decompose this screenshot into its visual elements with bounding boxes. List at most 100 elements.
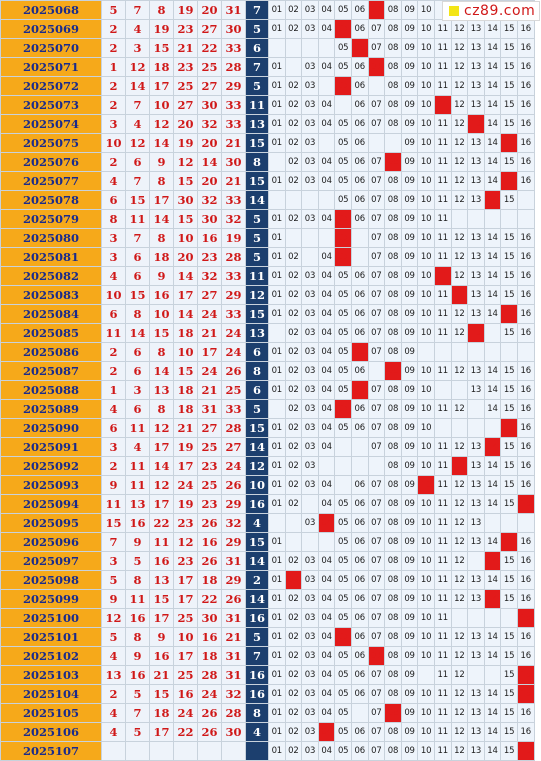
trend-cell: 05 — [334, 551, 352, 571]
trend-cell: 12 — [450, 551, 469, 571]
trend-cell: 13 — [467, 722, 485, 742]
trend-cell: 15 — [500, 266, 518, 286]
trend-cell — [450, 608, 469, 628]
red-ball-number: 24 — [221, 323, 246, 343]
red-ball-number: 4 — [125, 437, 150, 457]
trend-cell — [384, 133, 402, 153]
trend-cell — [433, 342, 452, 362]
trend-cell: 09 — [400, 266, 419, 286]
table-row: 2025077 4 7 8 15 20 21 15 01 02 03 04 05 06 07 08 09 10 11… — [0, 171, 535, 191]
trend-cell: 08 — [384, 646, 402, 666]
trend-cell — [301, 494, 319, 514]
trend-cell: 04 — [317, 627, 336, 647]
red-ball-number: 17 — [149, 190, 174, 210]
red-ball-number: 4 — [101, 399, 126, 419]
blue-ball-number: 16 — [245, 608, 269, 628]
table-row: 2025084 6 8 10 14 24 33 15 01 02 03 04 05 06 07 08 09 10 1… — [0, 304, 535, 324]
trend-cell: 03 — [301, 342, 319, 362]
red-ball-number: 24 — [197, 304, 222, 324]
trend-cell: 09 — [400, 76, 419, 96]
trend-cell: 10 — [417, 133, 435, 153]
red-ball-number: 27 — [197, 76, 222, 96]
trend-cell: 08 — [384, 437, 402, 457]
trend-cell: 12 — [450, 646, 469, 666]
trend-cell: 01 — [268, 589, 286, 609]
trend-cell: 12 — [450, 741, 469, 761]
trend-cell: 14 — [483, 646, 502, 666]
trend-cell: 10 — [417, 684, 435, 704]
trend-cell: 04 — [317, 703, 336, 723]
trend-cell — [350, 456, 369, 476]
red-ball-number: 28 — [221, 57, 246, 77]
trend-cell — [467, 551, 485, 571]
trend-cell: 08 — [384, 722, 402, 742]
red-ball-number: 18 — [149, 57, 174, 77]
trend-cell: 05 — [334, 57, 352, 77]
red-ball-number: 3 — [101, 247, 126, 267]
hit-cell: 16 — [516, 608, 535, 628]
red-ball-number: 17 — [149, 608, 174, 628]
trend-cell: 07 — [367, 19, 386, 39]
hit-cell: 10 — [417, 475, 435, 495]
trend-cell: 09 — [400, 57, 419, 77]
trend-cell: 04 — [317, 323, 336, 343]
trend-cell: 04 — [317, 0, 336, 20]
trend-cell — [367, 361, 386, 381]
red-ball-number: 7 — [125, 95, 150, 115]
trend-cell: 11 — [433, 570, 452, 590]
red-ball-number — [101, 741, 126, 761]
red-ball-number: 8 — [149, 342, 174, 362]
table-row: 2025087 2 6 14 15 24 26 8 01 02 03 04 05 06 08 09 10 11 12… — [0, 361, 535, 381]
trend-cell: 15 — [500, 323, 518, 343]
trend-cell — [350, 703, 369, 723]
logo-square-icon — [449, 6, 459, 16]
red-ball-number: 12 — [125, 57, 150, 77]
trend-cell: 12 — [450, 665, 469, 685]
blue-ball-number: 15 — [245, 171, 269, 191]
trend-cell: 02 — [284, 171, 303, 191]
table-row: 2025078 6 15 17 30 32 33 14 05 06 07 08 09 10 11 12 13 14… — [0, 190, 535, 210]
trend-cell: 06 — [350, 532, 369, 552]
red-ball-number: 30 — [221, 19, 246, 39]
red-ball-number: 6 — [125, 152, 150, 172]
trend-cell: 01 — [268, 19, 286, 39]
trend-cell: 07 — [367, 323, 386, 343]
red-ball-number: 7 — [101, 532, 126, 552]
trend-cell: 01 — [268, 437, 286, 457]
trend-cell: 10 — [417, 380, 435, 400]
trend-cell: 04 — [317, 209, 336, 229]
trend-cell: 11 — [433, 323, 452, 343]
red-ball-number: 6 — [125, 247, 150, 267]
red-ball-number: 2 — [101, 456, 126, 476]
trend-cell — [483, 665, 502, 685]
blue-ball-number: 14 — [245, 551, 269, 571]
red-ball-number: 11 — [101, 323, 126, 343]
trend-cell: 02 — [284, 646, 303, 666]
trend-cell: 09 — [400, 342, 419, 362]
trend-cell: 14 — [483, 247, 502, 267]
trend-cell: 01 — [268, 228, 286, 248]
trend-cell: 10 — [417, 722, 435, 742]
trend-cell: 01 — [268, 551, 286, 571]
site-logo[interactable]: cz89.com — [442, 1, 540, 21]
red-ball-number: 3 — [125, 380, 150, 400]
trend-cell — [301, 532, 319, 552]
trend-cell — [433, 380, 452, 400]
red-ball-number: 21 — [197, 380, 222, 400]
trend-cell: 02 — [284, 380, 303, 400]
trend-cell: 07 — [367, 171, 386, 191]
trend-cell: 09 — [400, 589, 419, 609]
trend-cell — [417, 665, 435, 685]
trend-cell: 03 — [301, 171, 319, 191]
trend-cell: 09 — [400, 741, 419, 761]
trend-cell: 03 — [301, 418, 319, 438]
trend-cell: 09 — [400, 247, 419, 267]
red-ball-number: 20 — [197, 171, 222, 191]
trend-cell: 07 — [367, 209, 386, 229]
trend-cell: 03 — [301, 608, 319, 628]
issue-number: 2025068 — [0, 0, 102, 20]
trend-cell: 03 — [301, 0, 319, 20]
red-ball-number: 18 — [173, 380, 198, 400]
red-ball-number: 8 — [125, 304, 150, 324]
